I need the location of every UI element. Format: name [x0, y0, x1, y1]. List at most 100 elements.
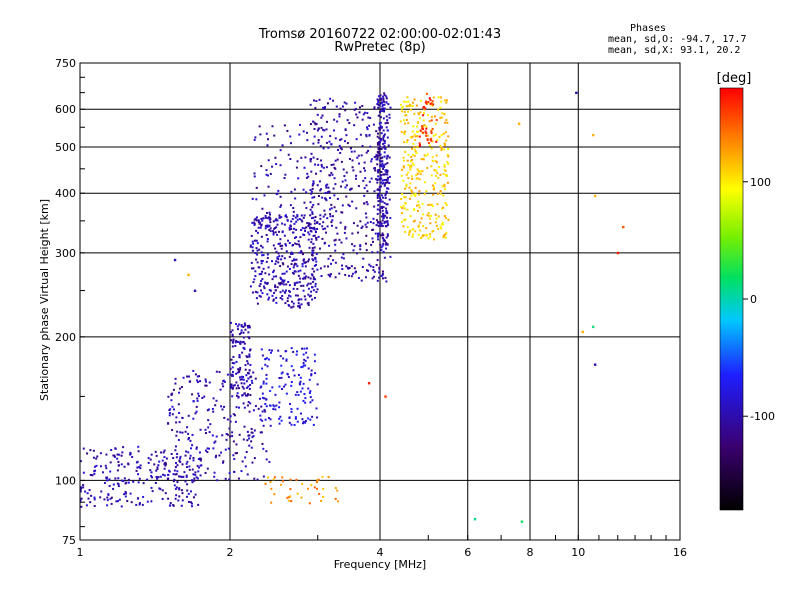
- data-point: [294, 294, 297, 297]
- data-point: [447, 155, 450, 158]
- data-point: [378, 154, 381, 157]
- data-point: [385, 101, 388, 104]
- data-point: [438, 136, 441, 139]
- data-point: [155, 475, 158, 478]
- data-point: [348, 267, 351, 270]
- data-point: [80, 460, 82, 463]
- data-point: [243, 406, 246, 409]
- data-point: [268, 228, 271, 231]
- data-point: [382, 234, 385, 237]
- data-point: [363, 202, 366, 205]
- data-point: [418, 142, 421, 145]
- data-point: [324, 106, 327, 109]
- data-point: [415, 204, 418, 207]
- data-point: [286, 496, 289, 499]
- data-point: [281, 231, 284, 234]
- data-point: [250, 446, 253, 449]
- data-point: [330, 203, 333, 206]
- data-point: [322, 495, 325, 498]
- data-point: [322, 221, 325, 224]
- data-point: [243, 392, 246, 395]
- data-point: [422, 105, 425, 108]
- data-point: [305, 226, 308, 229]
- data-point: [174, 449, 177, 452]
- data-point: [374, 169, 377, 172]
- data-point: [261, 259, 264, 262]
- data-point: [384, 243, 387, 246]
- data-point: [339, 221, 342, 224]
- data-point: [240, 331, 243, 334]
- data-point: [281, 480, 284, 483]
- data-point: [313, 360, 316, 363]
- y-tick-label: 100: [55, 474, 76, 487]
- data-point: [368, 134, 371, 137]
- data-point: [150, 486, 153, 489]
- data-point: [198, 375, 201, 378]
- data-point: [412, 142, 415, 145]
- data-point: [376, 181, 379, 184]
- data-point: [287, 153, 290, 156]
- data-point: [265, 382, 268, 385]
- data-point: [366, 203, 369, 206]
- data-point: [409, 103, 412, 106]
- data-point: [87, 497, 90, 500]
- data-point: [381, 225, 384, 228]
- data-point: [116, 482, 119, 485]
- data-point: [418, 190, 421, 193]
- data-point: [334, 276, 337, 279]
- data-point: [258, 125, 261, 128]
- data-point: [311, 251, 314, 254]
- data-point: [377, 101, 380, 104]
- data-point: [381, 205, 384, 208]
- data-point: [290, 408, 293, 411]
- data-point: [378, 141, 381, 144]
- chart-title: Tromsø 20160722 02:00:00-02:01:43: [258, 27, 501, 42]
- data-point: [175, 473, 178, 476]
- data-point: [302, 399, 305, 402]
- data-point: [301, 482, 304, 485]
- data-point: [383, 155, 386, 158]
- data-point: [222, 461, 225, 464]
- data-point: [418, 206, 421, 209]
- data-point: [295, 243, 298, 246]
- data-point: [193, 479, 196, 482]
- data-point: [93, 472, 96, 475]
- data-point: [280, 278, 283, 281]
- data-point: [254, 290, 257, 293]
- data-point: [401, 212, 404, 215]
- data-point: [331, 215, 334, 218]
- data-point: [192, 473, 195, 476]
- data-point: [307, 293, 310, 296]
- data-point: [168, 469, 171, 472]
- data-point: [380, 246, 383, 249]
- data-point: [344, 179, 347, 182]
- colorbar: [719, 87, 744, 511]
- data-point: [290, 306, 293, 309]
- data-point: [266, 225, 269, 228]
- data-point: [354, 101, 357, 104]
- data-point: [137, 481, 140, 484]
- data-point: [229, 373, 232, 376]
- data-point: [403, 131, 406, 134]
- data-point: [404, 187, 407, 190]
- data-point: [253, 223, 256, 226]
- data-point: [266, 253, 269, 256]
- data-point: [110, 496, 113, 499]
- data-point: [246, 473, 249, 476]
- data-point: [325, 199, 328, 202]
- data-point: [262, 424, 265, 427]
- data-point: [403, 207, 406, 210]
- data-point: [315, 253, 318, 256]
- data-point: [412, 125, 415, 128]
- data-point: [381, 105, 384, 108]
- data-point: [303, 272, 306, 275]
- data-point: [412, 163, 415, 166]
- data-point: [158, 460, 161, 463]
- data-point: [402, 225, 405, 228]
- data-point: [309, 223, 312, 226]
- data-point: [372, 222, 375, 225]
- data-point: [353, 124, 356, 127]
- data-point: [312, 278, 315, 281]
- data-point: [296, 265, 299, 268]
- data-point: [307, 231, 310, 234]
